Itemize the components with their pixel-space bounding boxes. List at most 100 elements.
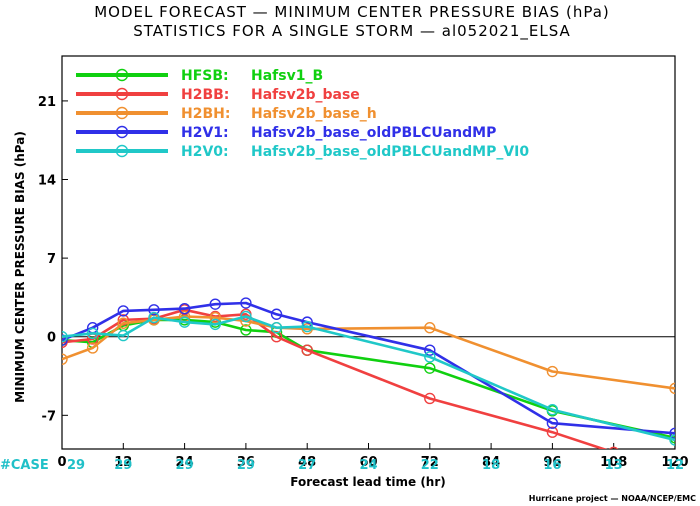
case-count: 13 [605,458,623,473]
data-point-h2v0 [669,434,675,446]
legend-name: Hafsv2b_base_oldPBLCUandMP_VI0 [251,144,529,160]
x-tick-label: 72 [421,455,439,470]
data-point-h2bb [117,314,130,326]
legend-name: Hafsv2b_base [251,87,360,103]
data-point-h2v0 [270,322,283,334]
data-point-h2v0 [209,318,221,331]
data-point-h2v1 [270,308,283,320]
legend-name: Hafsv1_B [251,68,323,84]
y-tick-label: 7 [47,252,56,267]
legend-swatch-marker [115,87,129,101]
legend-swatch-marker [115,144,129,158]
case-count: 29 [67,458,85,473]
legend-code: HFSB: [181,68,229,84]
legend-item-h2v0: H2V0: Hafsv2b_base_oldPBLCUandMP_VI0 [76,144,529,160]
series-h2v0 [62,310,675,446]
data-point-h2bh [209,311,221,324]
legend-code: H2V0: [181,144,229,160]
series-hfsb [62,314,675,444]
data-point-h2bh [669,382,675,395]
chart-subtitle: STATISTICS FOR A SINGLE STORM — al052021… [133,22,571,41]
legend-code: H2V1: [181,125,229,141]
case-count: 29 [114,458,132,473]
x-tick-label: 108 [600,455,627,470]
x-tick-label: 12 [114,455,132,470]
case-count: 18 [482,458,500,473]
data-point-h2bb [546,426,559,438]
series-line-h2bh [62,315,675,390]
data-point-h2bh [546,365,559,378]
data-point-h2v0 [546,404,559,416]
data-point-h2bh [117,317,130,329]
data-point-h2bb [609,446,619,449]
series-group [62,297,675,449]
data-point-h2v0 [62,331,68,343]
legend-swatch-marker [115,68,129,82]
legend-item-hfsb: HFSB: Hafsv1_B [76,68,323,84]
x-tick-label: 48 [298,455,316,470]
case-counts: #CASE 29 29 29 29 27 24 22 18 16 13 12 [0,458,684,473]
x-tick-label: 36 [237,455,255,470]
y-tick-label: 0 [47,331,56,346]
legend-code: H2BB: [181,87,229,103]
data-point-h2v0 [117,329,130,342]
data-point-h2bh [424,322,436,334]
x-axis-label: Forecast lead time (hr) [290,475,446,489]
legend-name: Hafsv2b_base_oldPBLCUandMP [251,125,496,141]
data-point-h2v1 [669,427,675,439]
case-count: 24 [359,458,377,473]
data-point-h2v1 [209,298,221,310]
series-h2v1 [62,297,675,439]
series-line-h2bb [62,308,608,449]
data-point-h2v1 [148,304,160,316]
legend-item-h2bb: H2BB: Hafsv2b_base [76,87,360,103]
x-tick-label: 24 [176,455,194,470]
chart-title: MODEL FORECAST — MINIMUM CENTER PRESSURE… [94,3,610,21]
y-tick-label: 21 [38,95,56,110]
case-count: 22 [421,458,439,473]
x-tick-label: 96 [543,455,561,470]
data-point-h2bb [301,344,313,356]
legend-swatch-marker [115,125,129,139]
data-point-h2v0 [301,320,313,333]
data-point-h2v1 [546,417,559,429]
data-point-hfsb [424,362,436,374]
legend-code: H2BH: [181,106,230,122]
case-title: #CASE [0,458,49,473]
case-count: 29 [237,458,255,473]
y-tick-label: -7 [42,409,56,424]
x-tick-label: 84 [482,455,500,470]
x-tick-label: 120 [661,455,688,470]
case-count: 16 [543,458,561,473]
x-axis-ticks: 0 12 24 36 48 60 72 84 96 108 120 [57,443,689,470]
data-point-h2bh [86,342,99,354]
data-point-h2v1 [424,344,436,356]
data-point-h2v1 [240,297,252,309]
legend: HFSB: Hafsv1_B H2BB: Hafsv2b_base H2BH: Hafsv… [76,68,529,160]
data-point-h2v0 [178,316,191,328]
data-point-h2v1 [117,305,130,317]
data-point-h2v1 [62,334,68,346]
y-tick-label: 14 [38,174,56,189]
x-tick-label: 0 [57,455,66,470]
data-point-h2bb [270,331,283,343]
credit-line: Hurricane project — NOAA/NCEP/EMC [529,494,696,503]
case-count: 27 [298,458,316,473]
legend-item-h2bh: H2BH: Hafsv2b_base_h [76,106,377,122]
legend-item-h2v1: H2V1: Hafsv2b_base_oldPBLCUandMP [76,125,496,141]
legend-name: Hafsv2b_base_h [251,106,377,122]
series-line-hfsb [62,318,675,440]
data-point-h2bb [424,392,436,405]
series-line-h2v1 [62,301,675,435]
x-tick-label: 60 [359,455,377,470]
series-h2bh [62,310,675,395]
data-point-h2v0 [86,327,99,340]
legend-swatch-marker [115,106,129,120]
case-count: 12 [666,458,684,473]
data-point-h2v0 [424,351,436,363]
y-axis-ticks: -7 0 7 14 21 [38,95,68,424]
data-point-h2bh [62,353,68,365]
data-point-h2v0 [148,311,160,324]
data-point-hfsb [240,324,252,336]
